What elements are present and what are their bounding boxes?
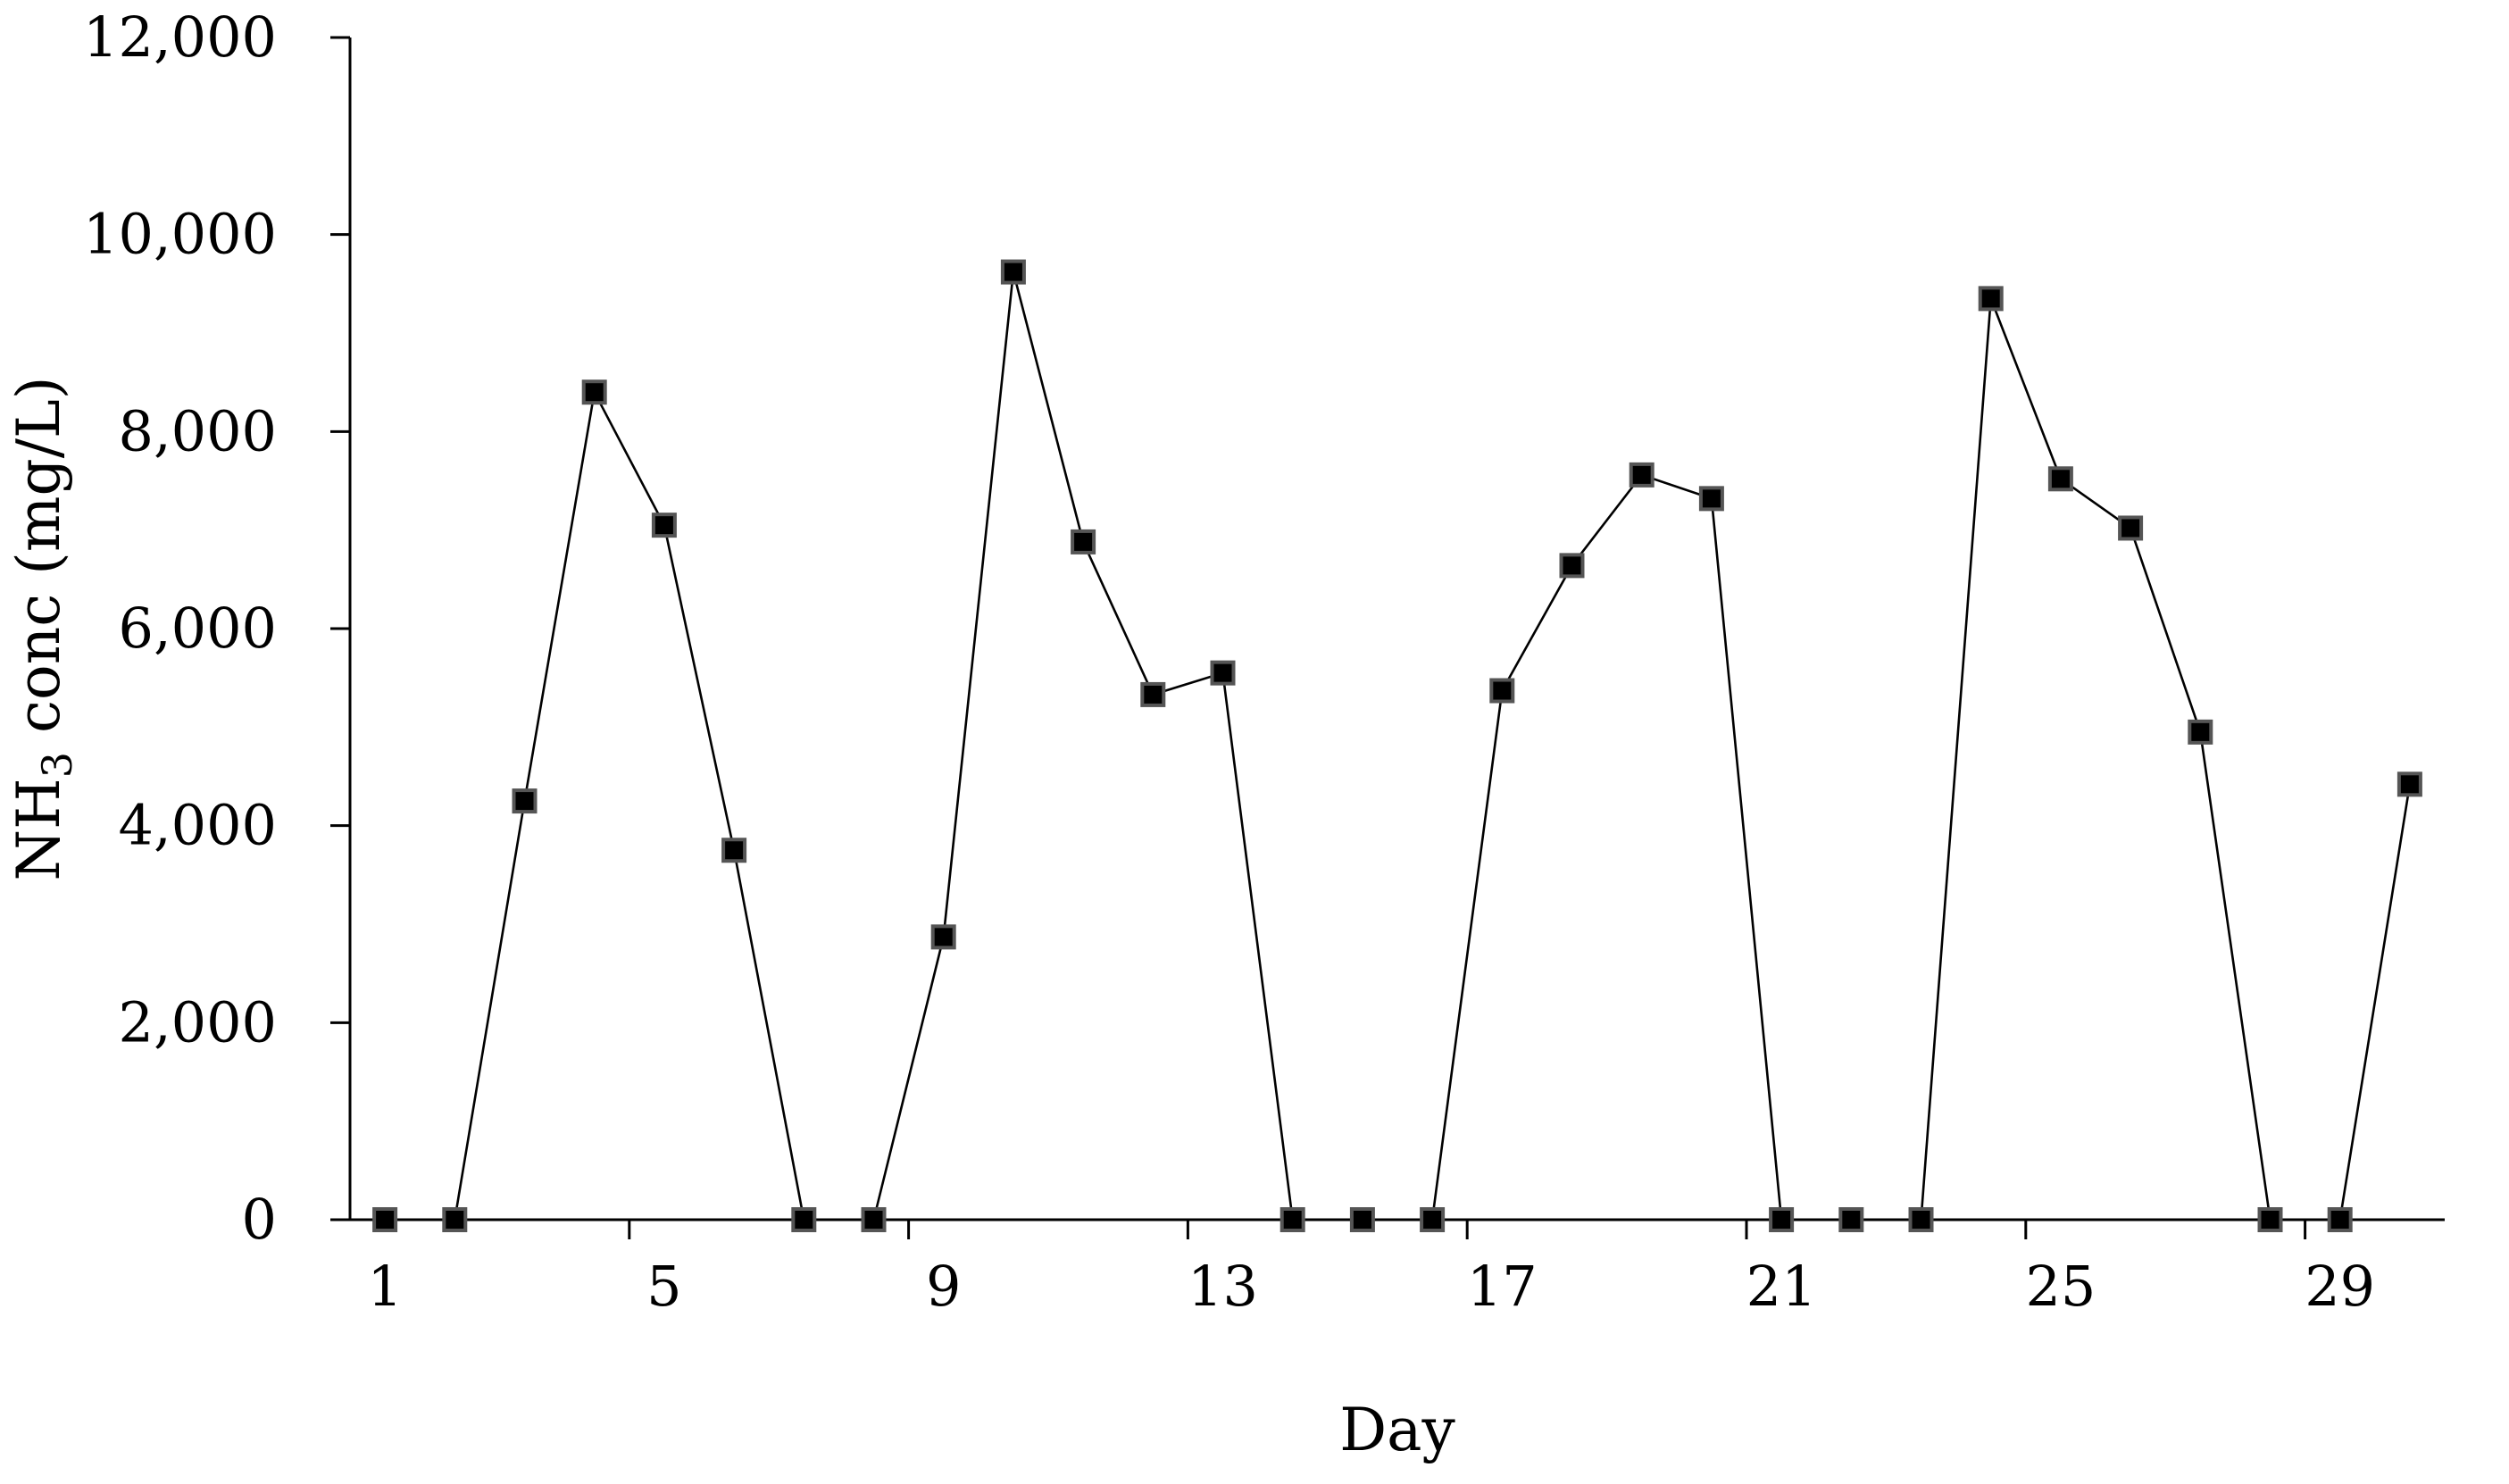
x-tick-label: 13 <box>1188 1254 1258 1319</box>
x-axis-title: Day <box>1339 1396 1455 1464</box>
x-axis: 1 5 9 13 17 21 25 29 <box>350 1218 2445 1319</box>
y-axis-title: NH3 conc (mg/L) <box>4 376 81 880</box>
y-axis-title-main: NH <box>4 778 73 880</box>
data-point <box>1420 1207 1446 1232</box>
data-point <box>651 513 677 538</box>
data-point <box>1698 486 1724 512</box>
data-point <box>2257 1207 2283 1232</box>
data-point <box>1769 1207 1795 1232</box>
y-tick-label: 12,000 <box>83 4 277 70</box>
y-tick-label: 6,000 <box>119 596 278 661</box>
x-tick-label: 1 <box>367 1254 402 1319</box>
data-point <box>1140 681 1166 707</box>
series-line-segment <box>385 388 805 1221</box>
data-point <box>1210 660 1236 686</box>
y-ticks: 0 2,000 4,000 6,000 8,000 10,000 12,000 <box>83 4 350 1252</box>
data-point <box>2188 719 2213 745</box>
x-tick-label: 21 <box>1746 1254 1817 1319</box>
y-tick-label: 4,000 <box>119 793 278 858</box>
data-point <box>2118 515 2144 541</box>
series-layer <box>385 271 2412 1221</box>
data-point <box>2047 466 2073 492</box>
data-point <box>1489 678 1515 704</box>
y-axis: 0 2,000 4,000 6,000 8,000 10,000 12,000 <box>83 4 352 1252</box>
data-point <box>930 924 956 950</box>
x-ticks: 1 5 9 13 17 21 25 29 <box>367 1220 2375 1319</box>
data-point <box>721 838 747 863</box>
data-point <box>442 1207 468 1232</box>
data-point <box>1838 1207 1864 1232</box>
data-point <box>1978 286 2004 312</box>
x-tick-label: 17 <box>1467 1254 1538 1319</box>
y-axis-title-subscript: 3 <box>33 752 81 778</box>
data-point <box>512 788 538 814</box>
data-point <box>2327 1207 2353 1232</box>
data-point <box>1280 1207 1305 1232</box>
y-tick-label: 2,000 <box>119 989 278 1055</box>
marker-layer <box>372 259 2422 1232</box>
y-tick-label: 0 <box>242 1187 277 1252</box>
series-line-segment <box>2338 784 2412 1221</box>
series-line-segment <box>1430 473 1783 1221</box>
series-line-segment <box>872 271 1294 1221</box>
data-point <box>581 379 607 405</box>
series-line-segment <box>1920 297 2271 1221</box>
x-tick-label: 29 <box>2305 1254 2375 1319</box>
x-tick-label: 25 <box>2025 1254 2096 1319</box>
y-tick-label: 10,000 <box>83 202 277 267</box>
y-axis-title-rest: conc (mg/L) <box>4 376 73 752</box>
data-point <box>861 1207 887 1232</box>
data-point <box>372 1207 398 1232</box>
data-point <box>1071 529 1096 554</box>
y-tick-label: 8,000 <box>119 398 278 463</box>
data-point <box>1349 1207 1375 1232</box>
data-point <box>1559 553 1585 579</box>
x-tick-label: 5 <box>646 1254 681 1319</box>
data-point <box>791 1207 817 1232</box>
x-tick-label: 9 <box>926 1254 961 1319</box>
data-point <box>1000 259 1026 285</box>
data-point <box>1629 462 1655 488</box>
data-point <box>2396 771 2422 797</box>
data-point <box>1908 1207 1934 1232</box>
